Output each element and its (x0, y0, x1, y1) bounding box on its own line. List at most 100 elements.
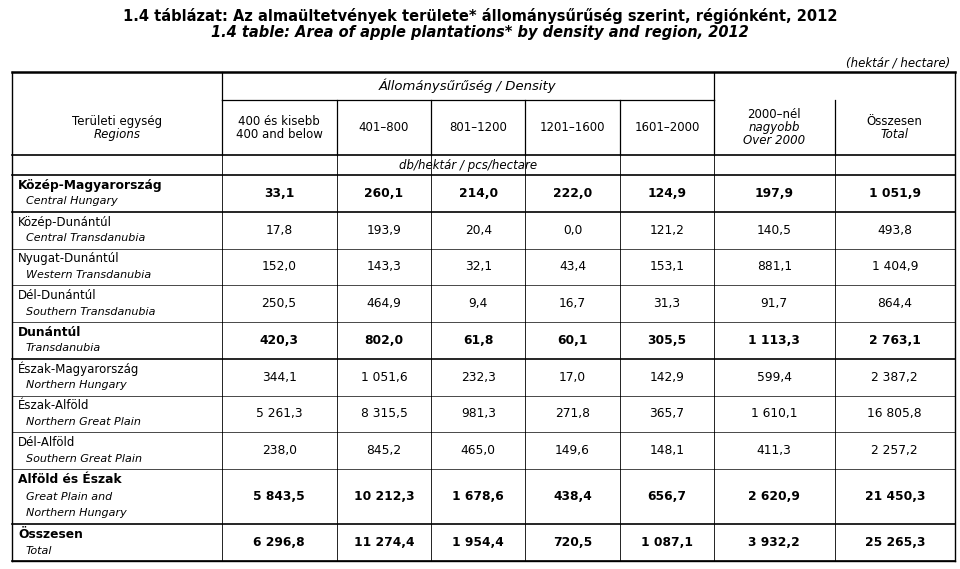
Text: 344,1: 344,1 (262, 370, 297, 384)
Text: 140,5: 140,5 (756, 224, 792, 237)
Text: Central Transdanubia: Central Transdanubia (26, 233, 145, 243)
Text: 250,5: 250,5 (262, 297, 297, 310)
Text: Dél-Alföld: Dél-Alföld (18, 436, 76, 449)
Text: 720,5: 720,5 (553, 536, 592, 549)
Text: 17,8: 17,8 (266, 224, 293, 237)
Text: Northern Hungary: Northern Hungary (26, 380, 127, 390)
Text: 260,1: 260,1 (365, 187, 403, 200)
Text: 1 087,1: 1 087,1 (641, 536, 693, 549)
Text: Great Plain and: Great Plain and (26, 492, 112, 502)
Text: 5 261,3: 5 261,3 (256, 407, 302, 420)
Text: 91,7: 91,7 (760, 297, 788, 310)
Text: 365,7: 365,7 (649, 407, 684, 420)
Text: 16,7: 16,7 (559, 297, 587, 310)
Text: nagyobb: nagyobb (749, 121, 800, 134)
Text: Nyugat-Dunántúl: Nyugat-Dunántúl (18, 253, 120, 265)
Text: Észak-Alföld: Észak-Alföld (18, 399, 89, 413)
Text: Alföld és Észak: Alföld és Észak (18, 473, 122, 486)
Text: 1 051,6: 1 051,6 (361, 370, 407, 384)
Text: Területi egység: Területi egység (72, 114, 162, 127)
Text: 124,9: 124,9 (647, 187, 686, 200)
Text: 411,3: 411,3 (756, 444, 792, 457)
Text: 21 450,3: 21 450,3 (865, 490, 925, 503)
Text: 153,1: 153,1 (649, 261, 684, 274)
Text: 2 620,9: 2 620,9 (749, 490, 801, 503)
Text: Central Hungary: Central Hungary (26, 196, 118, 207)
Text: db/hektár / pcs/hectare: db/hektár / pcs/hectare (398, 159, 537, 171)
Text: 400 és kisebb: 400 és kisebb (238, 114, 320, 127)
Text: 1 678,6: 1 678,6 (452, 490, 504, 503)
Text: Northern Great Plain: Northern Great Plain (26, 417, 141, 427)
Text: 25 265,3: 25 265,3 (865, 536, 925, 549)
Text: 11 274,4: 11 274,4 (353, 536, 414, 549)
Text: 400 and below: 400 and below (236, 127, 323, 141)
Text: 197,9: 197,9 (755, 187, 794, 200)
Text: 3 932,2: 3 932,2 (749, 536, 800, 549)
Text: 148,1: 148,1 (649, 444, 684, 457)
Text: 16 805,8: 16 805,8 (868, 407, 922, 420)
Text: 121,2: 121,2 (649, 224, 684, 237)
Text: 1.4 táblázat: Az almaültetvények területe* állománysűrűség szerint, régiónként, : 1.4 táblázat: Az almaültetvények terület… (123, 8, 837, 24)
Text: Közép-Magyarország: Közép-Magyarország (18, 179, 162, 192)
Text: Total: Total (26, 546, 53, 555)
Text: 1 954,4: 1 954,4 (452, 536, 504, 549)
Text: Transdanubia: Transdanubia (26, 344, 101, 353)
Text: 845,2: 845,2 (367, 444, 401, 457)
Text: 2 387,2: 2 387,2 (872, 370, 918, 384)
Text: (hektár / hectare): (hektár / hectare) (846, 56, 950, 69)
Text: 5 843,5: 5 843,5 (253, 490, 305, 503)
Text: 465,0: 465,0 (461, 444, 495, 457)
Text: 149,6: 149,6 (555, 444, 590, 457)
Text: 232,3: 232,3 (461, 370, 495, 384)
Text: 599,4: 599,4 (756, 370, 792, 384)
Text: 60,1: 60,1 (558, 334, 588, 347)
Text: 420,3: 420,3 (260, 334, 299, 347)
Text: Összesen: Összesen (18, 528, 83, 541)
Text: 1 051,9: 1 051,9 (869, 187, 921, 200)
Text: 17,0: 17,0 (559, 370, 587, 384)
Text: Southern Great Plain: Southern Great Plain (26, 453, 142, 464)
Text: 32,1: 32,1 (465, 261, 492, 274)
Text: Dél-Dunántúl: Dél-Dunántúl (18, 289, 97, 302)
Text: Dunántúl: Dunántúl (18, 326, 82, 339)
Text: 9,4: 9,4 (468, 297, 488, 310)
Text: 8 315,5: 8 315,5 (361, 407, 407, 420)
Text: 802,0: 802,0 (365, 334, 403, 347)
Text: 271,8: 271,8 (555, 407, 590, 420)
Text: Northern Hungary: Northern Hungary (26, 508, 127, 518)
Text: 438,4: 438,4 (553, 490, 592, 503)
Text: 214,0: 214,0 (459, 187, 498, 200)
Text: 656,7: 656,7 (647, 490, 686, 503)
Text: 305,5: 305,5 (647, 334, 686, 347)
Text: 801–1200: 801–1200 (449, 121, 507, 134)
Text: 493,8: 493,8 (877, 224, 912, 237)
Text: 6 296,8: 6 296,8 (253, 536, 305, 549)
Text: 2 763,1: 2 763,1 (869, 334, 921, 347)
Text: 1 113,3: 1 113,3 (749, 334, 801, 347)
Text: Észak-Magyarország: Észak-Magyarország (18, 362, 139, 377)
Text: 1601–2000: 1601–2000 (635, 121, 700, 134)
Text: Total: Total (880, 127, 909, 141)
Text: 142,9: 142,9 (649, 370, 684, 384)
Text: 2 257,2: 2 257,2 (872, 444, 918, 457)
Text: 43,4: 43,4 (559, 261, 587, 274)
Text: 1 610,1: 1 610,1 (751, 407, 798, 420)
Text: 222,0: 222,0 (553, 187, 592, 200)
Text: 20,4: 20,4 (465, 224, 492, 237)
Text: 0,0: 0,0 (563, 224, 583, 237)
Text: Állománysűrűség / Density: Állománysűrűség / Density (379, 79, 557, 93)
Text: Western Transdanubia: Western Transdanubia (26, 270, 152, 280)
Text: 1 404,9: 1 404,9 (872, 261, 918, 274)
Text: Összesen: Összesen (867, 114, 923, 127)
Text: 152,0: 152,0 (262, 261, 297, 274)
Text: Közép-Dunántúl: Közép-Dunántúl (18, 216, 112, 229)
Text: 193,9: 193,9 (367, 224, 401, 237)
Text: 401–800: 401–800 (359, 121, 409, 134)
Text: 881,1: 881,1 (756, 261, 792, 274)
Text: 1201–1600: 1201–1600 (540, 121, 606, 134)
Text: 981,3: 981,3 (461, 407, 495, 420)
Text: 238,0: 238,0 (262, 444, 297, 457)
Text: Over 2000: Over 2000 (743, 134, 805, 147)
Text: 61,8: 61,8 (463, 334, 493, 347)
Text: 464,9: 464,9 (367, 297, 401, 310)
